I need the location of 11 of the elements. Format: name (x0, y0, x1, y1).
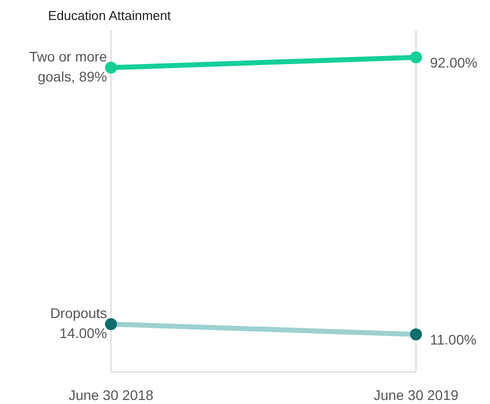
data-label: 11.00% (430, 331, 476, 348)
data-label: 92.00% (430, 54, 478, 70)
data-label: Dropouts 14.00% (50, 305, 107, 342)
x-tick-label: June 30 2019 (374, 387, 459, 403)
chart-title: Education Attainment (48, 8, 172, 23)
x-tick-label: June 30 2018 (68, 387, 154, 403)
point (105, 62, 117, 74)
data-label: Two or more goals, 89% (29, 48, 108, 85)
point (410, 51, 422, 64)
point (410, 328, 422, 340)
point (105, 318, 117, 330)
